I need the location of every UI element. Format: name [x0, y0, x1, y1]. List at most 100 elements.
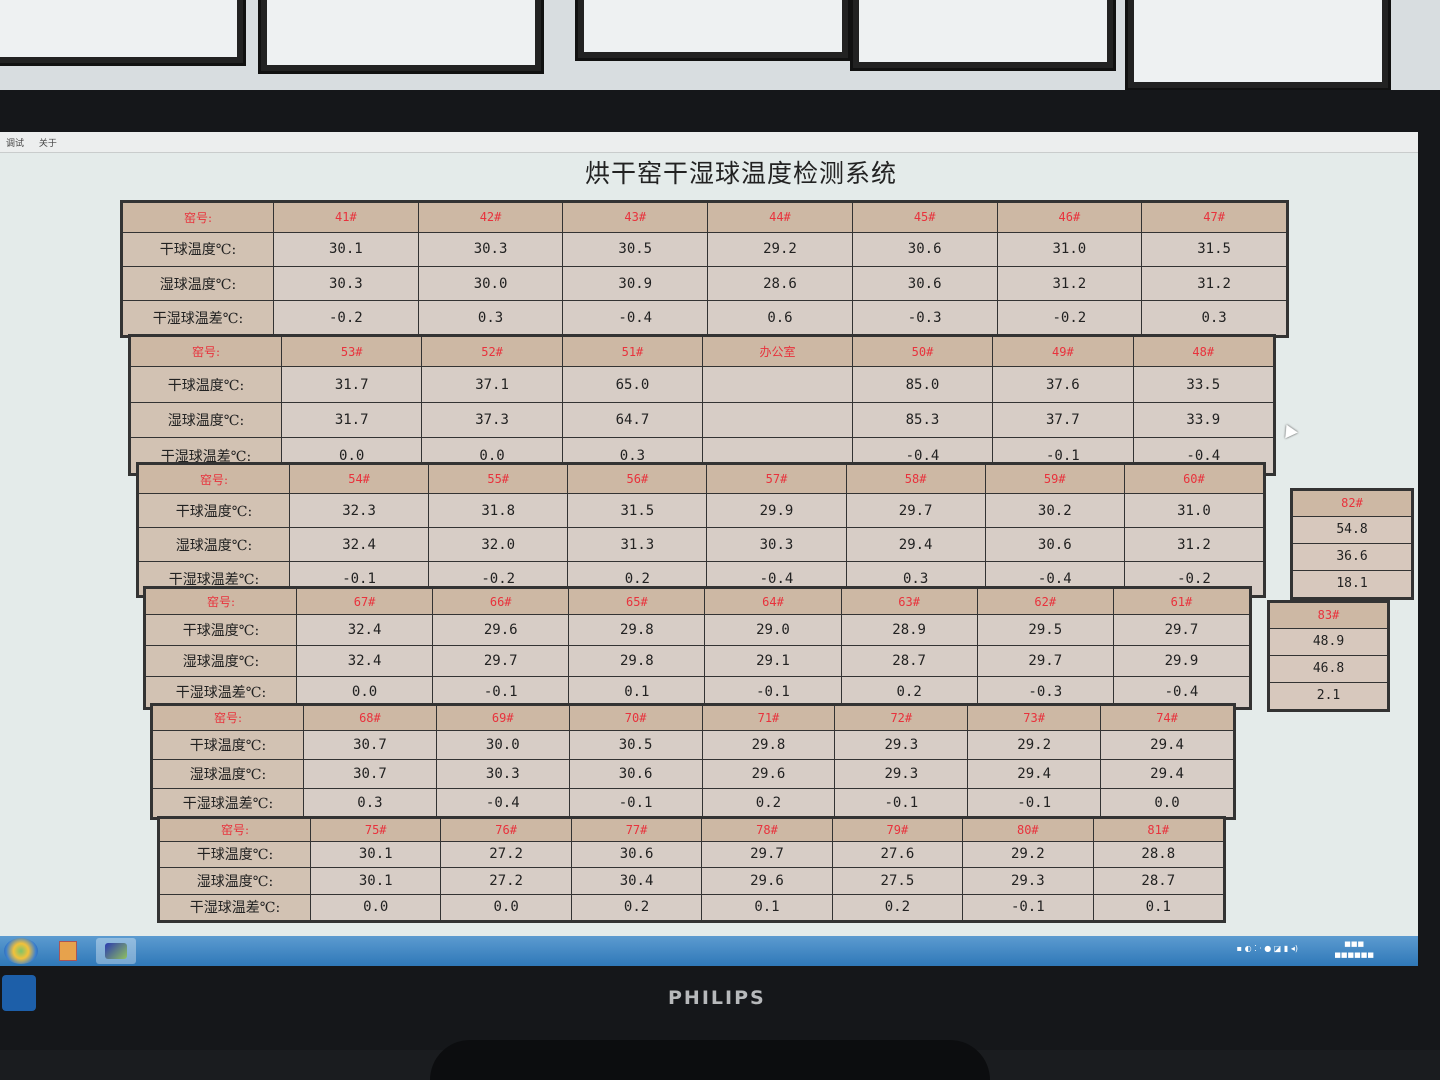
kiln-id: 83#: [1269, 602, 1388, 629]
start-button[interactable]: [4, 938, 38, 964]
wet-value: 30.6: [984, 527, 1125, 563]
table-row: 82#: [1292, 490, 1412, 517]
kiln-id: 66#: [432, 587, 570, 616]
kiln-id: 56#: [567, 463, 708, 495]
kiln-id: 73#: [967, 705, 1102, 731]
diff-value: 0.3: [417, 300, 564, 336]
table-row: 46.8: [1269, 654, 1388, 683]
table-row: 48.9: [1269, 627, 1388, 656]
kiln-id: 77#: [570, 818, 703, 842]
menu-item-about[interactable]: 关于: [38, 139, 57, 149]
kiln-id: 58#: [845, 463, 986, 495]
wet-value: 29.7: [432, 645, 570, 678]
kiln-id: 63#: [840, 587, 978, 616]
wet-value: 30.7: [303, 758, 437, 789]
wet-value: 30.9: [562, 266, 709, 302]
app-screen: 调试 关于 烘干窑干湿球温度检测系统 窑号: 41# 42# 43# 44# 45# 46#…: [0, 132, 1418, 966]
dry-value: 31.5: [1141, 231, 1287, 268]
dry-value: 29.7: [1112, 614, 1251, 647]
diff-value: -0.1: [568, 787, 703, 819]
dry-value: 48.9: [1269, 627, 1388, 656]
wet-value: 28.7: [840, 645, 978, 678]
kiln-table-block: 窑号: 54# 55# 56# 57# 58# 59# 60# 干球温度℃: 32.3 31.8 31…: [136, 462, 1266, 598]
dry-value: 54.8: [1292, 515, 1412, 544]
dry-value: 30.3: [417, 231, 564, 268]
dry-value: 30.5: [562, 231, 709, 268]
kiln-id: 45#: [851, 202, 998, 233]
wet-value: 30.6: [851, 266, 998, 302]
dry-value: 31.8: [428, 493, 569, 529]
energy-star-logo: [2, 975, 36, 1011]
dry-value: 29.0: [704, 614, 842, 647]
dry-value: 27.6: [831, 840, 964, 869]
wet-value: 30.3: [435, 758, 570, 789]
wet-value: 31.2: [1123, 527, 1265, 563]
dry-value: 27.2: [440, 840, 572, 869]
system-tray-icons[interactable]: ▪ ◐ ⁚ · ● ◪ ▮ ◂): [1236, 944, 1298, 953]
row-label: 窑号:: [152, 705, 304, 731]
app-icon: [59, 941, 77, 961]
row-label: 干球温度℃:: [145, 614, 297, 647]
wet-value: 46.8: [1269, 654, 1388, 683]
kiln-id: 79#: [831, 818, 964, 842]
table-row-wet: 湿球温度℃: 30.7 30.3 30.6 29.6 29.3 29.4 29.4: [152, 758, 1234, 789]
row-label: 干湿球温差℃:: [152, 787, 304, 819]
background-monitor: [0, 0, 246, 66]
wet-value: 29.6: [701, 867, 833, 895]
dry-value: 32.4: [295, 614, 434, 647]
menu-item-debug[interactable]: 调试: [6, 139, 25, 149]
table-row-diff: 干湿球温差℃: 0.3 -0.4 -0.1 0.2 -0.1 -0.1 0.0: [152, 787, 1234, 819]
diff-value: 0.6: [707, 300, 853, 336]
diff-value: 0.3: [303, 787, 437, 819]
row-label: 窑号:: [145, 587, 297, 616]
wet-value: 29.3: [962, 867, 1094, 895]
row-label: 干球温度℃:: [130, 366, 282, 403]
diff-value: -0.1: [704, 676, 842, 708]
row-label: 窑号:: [138, 463, 290, 495]
kiln-id: 72#: [834, 705, 969, 731]
wet-value: 30.0: [417, 266, 564, 302]
table-row: 36.6: [1292, 542, 1412, 571]
dry-value: 29.6: [432, 614, 570, 647]
dry-value: 29.4: [1100, 729, 1234, 760]
kiln-header-row: 窑号: 68# 69# 70# 71# 72# 73# 74#: [152, 705, 1234, 731]
kiln-id: 76#: [440, 818, 572, 842]
taskbar-clock[interactable]: ■■■ ■■■■■■: [1334, 940, 1374, 959]
dry-value: 30.1: [309, 840, 442, 869]
diff-value: 0.0: [309, 893, 442, 922]
kiln-id: 55#: [428, 463, 569, 495]
wet-value: 33.9: [1132, 401, 1275, 439]
dry-value: 28.9: [840, 614, 978, 647]
dry-value: 65.0: [561, 366, 704, 403]
row-label: 干球温度℃:: [152, 729, 304, 760]
kiln-id: 54#: [288, 463, 430, 495]
taskbar-active-app[interactable]: [96, 938, 136, 964]
diff-value: -0.4: [562, 300, 709, 336]
mouse-cursor-icon: [1280, 421, 1298, 439]
wet-value: 30.6: [568, 758, 703, 789]
wet-value: 32.4: [295, 645, 434, 678]
kiln-id: 49#: [992, 335, 1134, 368]
dry-value: 85.0: [851, 366, 994, 403]
dry-value: 29.2: [707, 231, 853, 268]
wet-value: 30.4: [570, 867, 703, 895]
taskbar: ▪ ◐ ⁚ · ● ◪ ▮ ◂) ■■■ ■■■■■■: [0, 936, 1418, 966]
table-row-dry: 干球温度℃: 30.1 30.3 30.5 29.2 30.6 31.0 31.5: [122, 231, 1287, 268]
wet-value: 32.4: [288, 527, 430, 563]
table-row-dry: 干球温度℃: 30.1 27.2 30.6 29.7 27.6 29.2 28.8: [159, 840, 1225, 869]
dry-value: 29.2: [962, 840, 1094, 869]
taskbar-app-icon[interactable]: [48, 938, 88, 964]
dry-value: 33.5: [1132, 366, 1275, 403]
row-label: 湿球温度℃:: [130, 401, 282, 439]
wet-value: 29.7: [976, 645, 1114, 678]
kiln-id: 78#: [701, 818, 833, 842]
dry-value: 29.5: [976, 614, 1114, 647]
wet-value: 30.3: [706, 527, 847, 563]
dry-value: [702, 366, 853, 403]
kiln-header-row: 窑号: 67# 66# 65# 64# 63# 62# 61#: [145, 587, 1251, 616]
wet-value: 29.6: [701, 758, 836, 789]
wet-value: 27.2: [440, 867, 572, 895]
wet-value: [702, 401, 853, 439]
wet-value: 28.7: [1092, 867, 1225, 895]
wet-value: 64.7: [561, 401, 704, 439]
